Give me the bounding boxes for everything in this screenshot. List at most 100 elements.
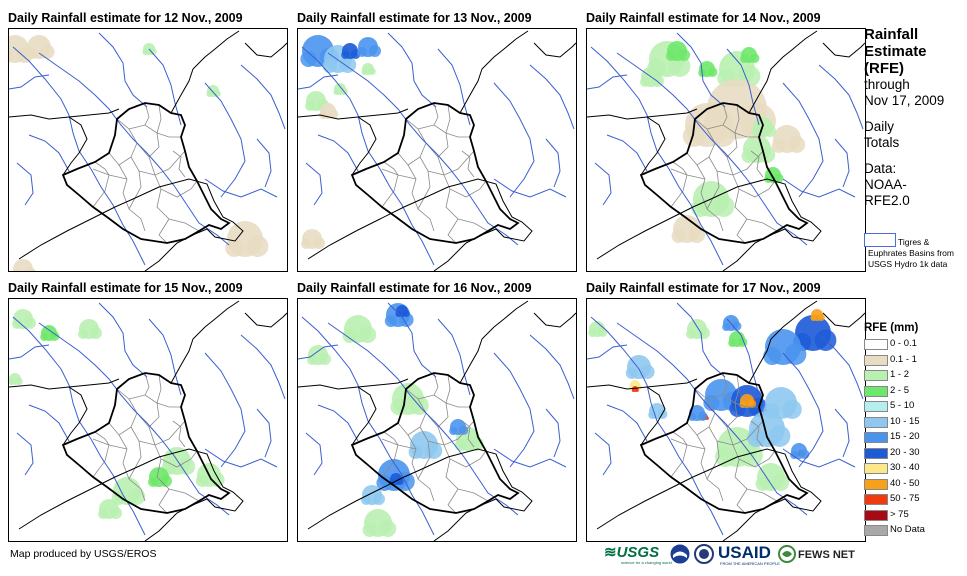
rainfall-patch [40, 325, 60, 341]
country-border [244, 42, 287, 58]
legend-item: 1 - 2 [864, 368, 964, 384]
country-border [298, 378, 409, 390]
river-line [301, 316, 435, 536]
rainfall-patch [740, 47, 760, 63]
province-boundary [158, 488, 170, 514]
rainfall-patch [341, 43, 361, 59]
river-line [590, 46, 724, 266]
iraq-outline [639, 102, 809, 244]
country-border [640, 116, 666, 176]
province-boundary [447, 488, 459, 514]
province-boundary [381, 431, 399, 478]
province-boundary [734, 374, 759, 408]
river-line [818, 334, 864, 400]
river-line [782, 178, 856, 198]
rainfall-patch [666, 41, 690, 61]
river-line [98, 302, 148, 378]
legend-items: 0 - 0.1 0.1 - 1 1 - 2 2 - 5 5 - 10 10 - 15 15 … [864, 337, 964, 539]
river-line [493, 178, 567, 198]
province-boundary [128, 170, 142, 210]
rainfall-patch [698, 61, 718, 77]
province-boundary [118, 164, 146, 232]
country-border [822, 42, 865, 58]
river-line [437, 318, 471, 396]
country-border [62, 386, 88, 446]
province-boundary [172, 150, 186, 178]
country-border [170, 300, 240, 384]
legend-label: 20 - 30 [890, 446, 920, 458]
river-line [38, 52, 230, 246]
rfe-legend: RFE (mm) 0 - 0.1 0.1 - 1 1 - 2 2 - 5 5 - 10 1… [864, 322, 964, 539]
legend-swatch [864, 354, 888, 366]
province-boundary [417, 124, 449, 158]
province-boundary [108, 118, 138, 166]
river-line [327, 322, 519, 516]
river-line [317, 404, 359, 442]
country-border [351, 386, 377, 446]
province-boundary [696, 434, 724, 502]
map-canvas [298, 30, 576, 271]
province-boundary [437, 426, 487, 468]
province-boundary [407, 164, 435, 232]
province-boundary [397, 388, 427, 436]
rainfall-patch [362, 509, 397, 537]
doi-seal-icon [694, 544, 714, 564]
province-boundary [417, 440, 431, 480]
river-line [587, 344, 628, 360]
river-line [298, 74, 339, 90]
panel-title: Daily Rainfall estimate for 16 Nov., 200… [297, 281, 532, 295]
rainfall-patch [148, 467, 172, 487]
province-boundary [92, 161, 110, 208]
river-line [204, 178, 278, 198]
usaid-tagline: FROM THE AMERICAN PEOPLE [720, 561, 780, 566]
river-line [12, 316, 146, 536]
province-boundary [722, 102, 728, 126]
province-boundary [156, 188, 200, 232]
river-line [594, 432, 612, 476]
province-boundary [144, 372, 150, 396]
country-border [640, 386, 666, 446]
legend-label: 50 - 75 [890, 493, 920, 504]
rainfall-patch [98, 499, 122, 519]
river-line [590, 316, 724, 536]
river-line [726, 318, 760, 396]
country-border [170, 30, 240, 114]
rainfall-patch [810, 309, 825, 321]
province-boundary [118, 434, 146, 502]
legend-item: 5 - 10 [864, 399, 964, 415]
legend-item: No Data [864, 523, 964, 539]
river-line [148, 48, 182, 126]
river-line [545, 408, 561, 458]
province-boundary [445, 374, 470, 408]
river-line [240, 334, 286, 400]
rainfall-map [586, 28, 866, 272]
legend-label: 0.1 - 1 [890, 353, 917, 365]
panel-title: Daily Rainfall estimate for 15 Nov., 200… [8, 281, 243, 295]
totals-line: Daily [864, 119, 895, 134]
usaid-logo-text: USAID [718, 543, 771, 562]
usgs-logo: ≋USGS science for a changing world [604, 543, 672, 567]
province-boundary [447, 218, 459, 244]
basin-text: Tigres & Euphrates Basins from USGS Hydr… [868, 237, 954, 269]
through-label: through [864, 77, 910, 92]
legend-item: 15 - 20 [864, 430, 964, 446]
noaa-logo-icon [670, 544, 690, 564]
province-boundary [445, 104, 470, 138]
legend-label: > 75 [890, 508, 909, 520]
legend-item: 2 - 5 [864, 384, 964, 400]
rainfall-patch [301, 229, 325, 249]
river-line [256, 138, 272, 188]
legend-item: 50 - 75 [864, 492, 964, 508]
iraq-outline [61, 372, 231, 514]
river-line [38, 322, 230, 516]
rainfall-patch [13, 259, 36, 271]
legend-swatch [864, 401, 888, 412]
fews-globe-icon [778, 545, 796, 563]
iraq-outline [350, 372, 520, 514]
river-line [818, 64, 864, 130]
usaid-logo: USAID FROM THE AMERICAN PEOPLE [718, 543, 780, 567]
map-canvas [587, 30, 865, 271]
river-line [204, 448, 278, 468]
rainfall-map [8, 28, 288, 272]
legend-label: 5 - 10 [890, 400, 915, 411]
